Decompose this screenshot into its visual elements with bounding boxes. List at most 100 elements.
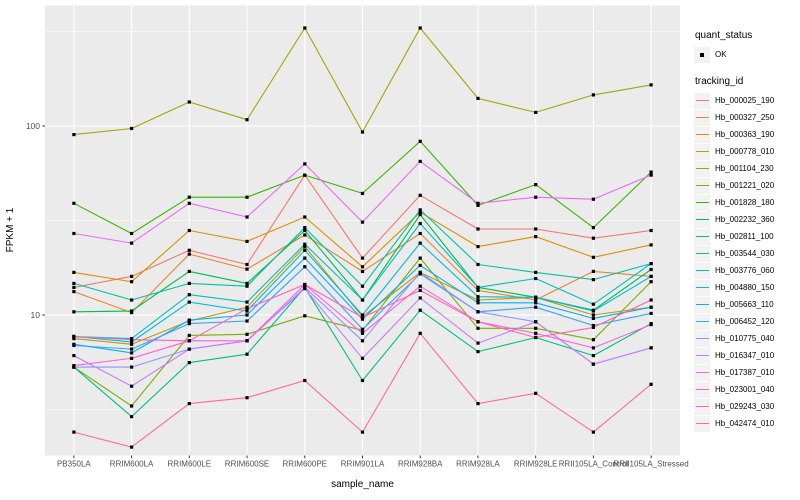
data-point-Hb_001104_230	[72, 133, 76, 137]
data-point-Hb_000778_010	[476, 298, 480, 302]
x-tick-label: RRIM600SE	[225, 460, 269, 469]
y-tick-label: 100	[26, 121, 40, 131]
data-point-Hb_000363_190	[245, 239, 249, 243]
data-point-Hb_000363_190	[649, 243, 653, 247]
data-point-Hb_006452_120	[534, 305, 538, 309]
x-tick-label: RRIM928LE	[514, 460, 558, 469]
data-point-Hb_017387_010	[418, 159, 422, 163]
x-tick-label: RRIM600LA	[110, 460, 154, 469]
data-point-Hb_042474_010	[72, 430, 76, 434]
series-color-line	[695, 133, 709, 136]
data-point-Hb_001104_230	[245, 118, 249, 122]
data-point-Hb_000025_190	[360, 256, 365, 260]
line-swatch-icon	[694, 262, 710, 279]
data-point-Hb_001104_230	[534, 110, 538, 114]
series-color-line	[695, 405, 709, 408]
data-point-Hb_000363_190	[591, 255, 595, 259]
legend-entry-Hb_000778_010: Hb_000778_010	[694, 143, 800, 160]
series-color-line	[695, 269, 709, 272]
series-color-line	[695, 167, 709, 170]
data-point-Hb_004880_150	[245, 309, 249, 313]
data-point-Hb_029243_030	[303, 282, 307, 287]
line-swatch-icon	[694, 126, 710, 143]
series-color-line	[695, 218, 709, 221]
data-point-Hb_003776_060	[476, 285, 480, 289]
line-swatch-icon	[694, 279, 710, 296]
legend-entry-label: Hb_029243_030	[715, 402, 775, 411]
data-point-Hb_002811_100	[418, 308, 422, 312]
legend-entry-Hb_002232_360: Hb_002232_360	[694, 211, 800, 228]
data-point-Hb_000327_250	[187, 252, 191, 256]
line-swatch-icon	[694, 92, 710, 109]
legend-entry-label: Hb_002232_360	[715, 215, 775, 224]
data-point-Hb_003544_030	[591, 278, 595, 282]
data-point-Hb_001221_020	[591, 338, 595, 342]
data-point-Hb_000778_010	[303, 245, 307, 249]
data-point-Hb_029243_030	[187, 339, 191, 343]
data-point-Hb_017387_010	[534, 195, 538, 199]
data-point-Hb_003776_060	[534, 276, 538, 281]
line-swatch-icon	[694, 177, 710, 194]
data-point-Hb_042474_010	[130, 445, 134, 449]
data-point-Hb_002232_360	[187, 269, 191, 273]
series-color-line	[695, 303, 709, 306]
data-point-Hb_016347_010	[591, 362, 595, 366]
data-point-Hb_016347_010	[476, 341, 480, 345]
data-point-Hb_010775_040	[130, 365, 134, 369]
data-point-Hb_000025_190	[649, 228, 653, 233]
legend-entry-Hb_004880_150: Hb_004880_150	[694, 279, 800, 296]
data-point-Hb_029243_030	[591, 325, 595, 329]
data-point-Hb_042474_010	[245, 396, 249, 400]
data-point-Hb_006452_120	[187, 322, 191, 326]
data-point-Hb_003776_060	[418, 221, 422, 226]
data-point-Hb_004880_150	[130, 340, 134, 344]
legend-entry-label: Hb_000363_190	[715, 130, 775, 139]
data-point-Hb_042474_010	[187, 402, 191, 406]
data-point-Hb_016347_010	[534, 320, 538, 324]
data-point-Hb_005663_110	[476, 301, 480, 305]
data-point-Hb_001828_180	[303, 173, 307, 177]
line-swatch-icon	[694, 330, 710, 347]
data-point-Hb_004880_150	[476, 295, 480, 299]
data-point-Hb_006452_120	[591, 323, 595, 328]
legend-entry-Hb_000363_190: Hb_000363_190	[694, 126, 800, 143]
data-point-Hb_003544_030	[476, 262, 480, 267]
data-point-Hb_002232_360	[418, 213, 422, 217]
data-point-Hb_006452_120	[303, 265, 307, 269]
legend-entry-label: Hb_010775_040	[715, 334, 775, 343]
series-color-line	[695, 235, 709, 238]
series-color-line	[695, 320, 709, 323]
legend-entry-label: Hb_006452_120	[715, 317, 775, 326]
data-point-Hb_002811_100	[130, 415, 134, 419]
data-point-Hb_023001_040	[534, 331, 538, 335]
data-point-Hb_001221_020	[649, 280, 653, 284]
data-point-Hb_042474_010	[360, 430, 365, 434]
data-point-Hb_001828_180	[187, 195, 191, 199]
data-point-Hb_000363_190	[187, 228, 191, 233]
data-point-Hb_000327_250	[360, 269, 365, 273]
data-point-Hb_005663_110	[591, 316, 595, 320]
data-point-Hb_005663_110	[360, 317, 365, 321]
series-color-line	[695, 116, 709, 119]
legend-entry-label: Hb_000778_010	[715, 147, 775, 156]
data-point-Hb_004880_150	[303, 248, 307, 252]
data-point-Hb_029243_030	[130, 338, 134, 342]
line-swatch-icon	[694, 245, 710, 262]
data-point-Hb_002811_100	[476, 350, 480, 354]
data-point-Hb_003544_030	[534, 270, 538, 274]
data-point-Hb_000327_250	[303, 233, 307, 237]
data-point-Hb_001221_020	[187, 333, 191, 337]
data-point-Hb_004880_150	[187, 300, 191, 304]
data-point-Hb_001221_020	[130, 404, 134, 408]
data-point-Hb_004880_150	[534, 295, 538, 299]
data-point-Hb_004880_150	[649, 274, 653, 278]
data-point-Hb_001828_180	[418, 139, 422, 143]
legend-entry-Hb_010775_040: Hb_010775_040	[694, 330, 800, 347]
legend-entry-label: Hb_005663_110	[715, 300, 774, 309]
x-tick-label: RRIM928BA	[398, 460, 443, 469]
series-color-line	[695, 337, 709, 340]
data-point-Hb_001221_020	[245, 332, 249, 336]
legend-entry-Hb_003544_030: Hb_003544_030	[694, 245, 800, 262]
